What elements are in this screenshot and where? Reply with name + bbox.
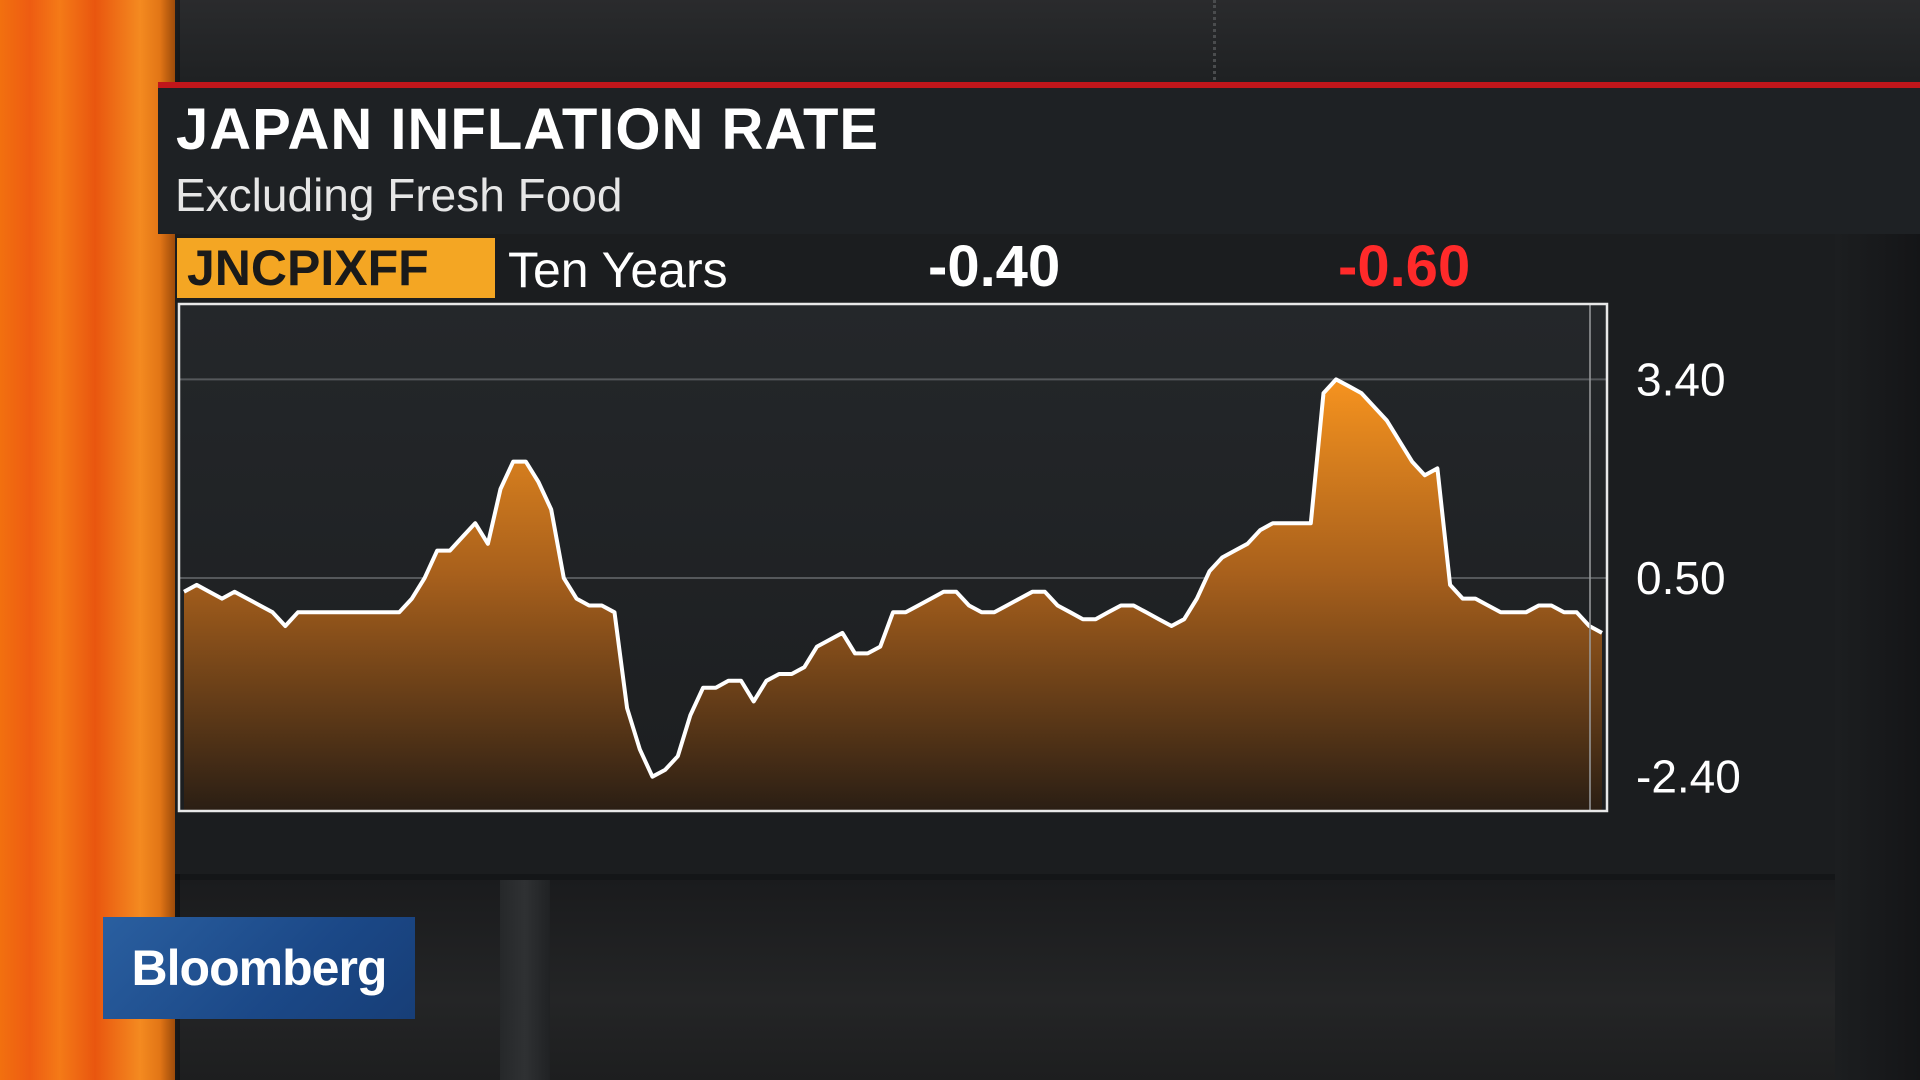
background-pillar xyxy=(500,880,550,1080)
y-tick-label: -2.40 xyxy=(1636,751,1741,803)
plot-frame xyxy=(177,302,1609,813)
background-dotted-line xyxy=(1213,0,1216,80)
change-value: -0.60 xyxy=(1338,234,1471,299)
period-label: Ten Years xyxy=(508,242,728,298)
series-area xyxy=(184,379,1602,811)
background-right-panel xyxy=(1835,230,1920,1080)
last-value: -0.40 xyxy=(928,234,1061,299)
title-bar xyxy=(158,82,1920,234)
background-floor xyxy=(175,880,1835,1080)
y-tick-label: 3.40 xyxy=(1636,353,1726,405)
y-tick-label: 0.50 xyxy=(1636,552,1726,604)
series-line xyxy=(183,377,1603,779)
y-axis-ticks: 3.40 0.50 -2.40 xyxy=(1636,353,1741,802)
chart-title: JAPAN INFLATION RATE xyxy=(176,97,880,162)
orange-wall xyxy=(0,0,175,1080)
bloomberg-logo: Bloomberg xyxy=(103,917,415,1019)
ticker-symbol: JNCPIXFF xyxy=(177,238,495,298)
chart-subtitle: Excluding Fresh Food xyxy=(175,169,623,221)
